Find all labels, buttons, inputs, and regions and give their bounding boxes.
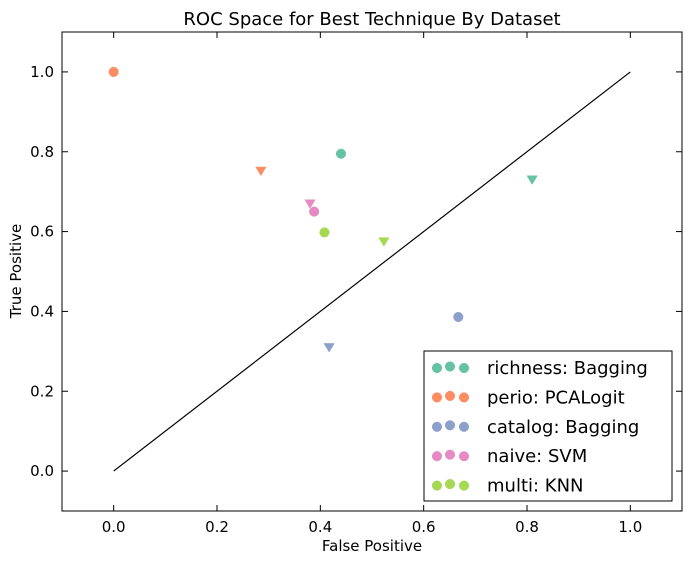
legend-marker (444, 479, 456, 490)
x-tick-label: 0.4 (308, 518, 332, 536)
data-point-triangle (323, 343, 335, 353)
legend-marker (431, 392, 443, 403)
data-point-circle (309, 206, 320, 217)
data-point-circle (319, 227, 330, 238)
data-point-triangle (255, 166, 267, 177)
x-tick-label: 0.8 (515, 518, 539, 536)
data-point-circle (335, 148, 347, 159)
plot-area: 0.0 0.0 0.2 0.2 0.4 0.4 0.6 0.6 0.8 0.8 1.0 1.0 (30, 31, 683, 536)
legend-entry-label: perio: PCALogit (487, 387, 625, 408)
x-tick-label: 0.6 (412, 518, 436, 536)
legend-entry-label: catalog: Bagging (487, 417, 639, 438)
legend-entry-label: naive: SVM (487, 446, 587, 467)
legend-marker (431, 480, 443, 491)
legend-marker (444, 449, 456, 460)
x-axis-label: False Positive (322, 537, 422, 555)
data-point-triangle (526, 175, 538, 185)
y-tick-label: 0.8 (30, 143, 54, 161)
data-point-circle (108, 66, 119, 77)
y-tick-label: 0.2 (30, 382, 54, 400)
legend-marker (458, 362, 470, 374)
y-tick-label: 0.6 (30, 223, 54, 241)
data-point-triangle (304, 199, 316, 209)
x-tick-label: 0.0 (102, 518, 126, 536)
legend-marker (458, 421, 470, 432)
legend-marker (458, 392, 470, 403)
data-point-circle (453, 311, 464, 323)
plot-frame (61, 31, 683, 512)
reference-line (113, 71, 631, 472)
legend-marker (444, 361, 456, 372)
legend-marker (431, 421, 443, 432)
y-tick-label: 0.4 (30, 302, 54, 320)
x-tick-label: 0.2 (205, 518, 229, 536)
x-tick-label: 1.0 (618, 518, 642, 536)
legend-marker (444, 390, 456, 401)
legend-marker (458, 480, 470, 491)
legend-marker (458, 451, 470, 462)
legend-entry-label: richness: Bagging (487, 358, 648, 379)
y-tick-label: 1.0 (30, 63, 54, 81)
legend-marker (431, 362, 443, 374)
y-tick-label: 0.0 (30, 462, 54, 480)
legend: richness: Bagging perio: PCALogit catalog:… (423, 350, 673, 502)
legend-marker (444, 420, 456, 431)
legend-marker (431, 451, 443, 462)
chart-title: ROC Space for Best Technique By Dataset (183, 9, 560, 30)
legend-entry-label: multi: KNN (487, 476, 584, 497)
data-point-triangle (378, 237, 390, 247)
y-axis-label: True Positive (7, 224, 25, 319)
